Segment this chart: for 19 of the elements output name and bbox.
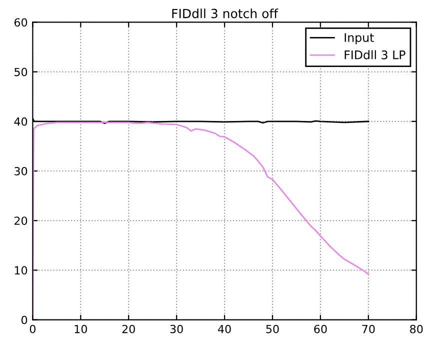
x-tick-label: 70 <box>362 324 375 334</box>
legend-label: Input <box>344 33 374 44</box>
legend-label: FIDdll 3 LP <box>344 50 406 60</box>
x-tick-label: 40 <box>218 324 231 334</box>
x-tick-label: 60 <box>314 324 327 334</box>
y-tick-label: 60 <box>14 18 28 27</box>
y-tick-label: 50 <box>14 68 28 76</box>
y-tick-label: 20 <box>14 216 28 225</box>
y-tick-label: 40 <box>14 117 28 126</box>
y-tick-label: 10 <box>14 266 28 275</box>
x-tick-label: 10 <box>74 324 87 334</box>
x-tick-label: 0 <box>30 324 36 334</box>
x-tick-label: 20 <box>122 324 135 334</box>
x-tick-label: 50 <box>266 324 279 334</box>
x-tick-label: 80 <box>410 324 423 334</box>
y-tick-label: 0 <box>22 316 28 324</box>
chart-title: FIDdll 3 notch off <box>172 8 278 18</box>
y-tick-label: 30 <box>14 166 28 176</box>
x-tick-label: 30 <box>170 324 183 334</box>
